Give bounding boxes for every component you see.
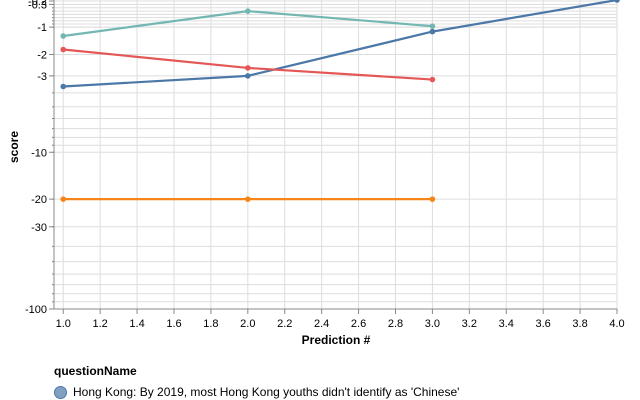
x-tick-label: 2.4 — [314, 318, 329, 330]
x-tick-label: 1.0 — [56, 318, 71, 330]
grid-lines — [54, 0, 618, 310]
legend-swatch-circle-icon — [54, 385, 67, 399]
x-tick-label: 3.6 — [536, 318, 551, 330]
data-point — [429, 28, 436, 35]
data-point — [614, 0, 620, 3]
data-point — [245, 196, 251, 202]
data-point — [245, 8, 251, 14]
y-tick-label: -2 — [37, 49, 47, 61]
y-tick-label: -3 — [37, 71, 47, 83]
series-line-0 — [63, 0, 618, 88]
y-axis-title: score — [7, 131, 21, 163]
x-tick-label: 2.0 — [240, 318, 255, 330]
y-tick-label: -100 — [25, 304, 47, 316]
axes: 1.0 1.2 1.4 1.6 1.8 2.0 2.2 2.4 2.6 2.8 3.0 3.2 3.4 3… — [25, 0, 625, 330]
x-tick-label: 2.2 — [277, 318, 292, 330]
data-point — [245, 73, 251, 79]
x-tick-label: 3.0 — [425, 318, 440, 330]
x-tick-label: 1.8 — [203, 318, 218, 330]
legend-item[interactable]: Hong Kong: By 2019, most Hong Kong youth… — [54, 385, 459, 399]
x-axis-title: Prediction # — [302, 333, 371, 347]
x-tick-label: 3.8 — [572, 318, 587, 330]
y-tick-label: -10 — [31, 147, 47, 159]
y-tick-label: -1 — [37, 22, 47, 34]
data-point — [429, 76, 436, 83]
legend-item-label: Hong Kong: By 2019, most Hong Kong youth… — [73, 385, 460, 399]
y-tick-label: -0.3 — [28, 0, 47, 11]
x-tick-label: 1.2 — [92, 318, 107, 330]
x-tick-label: 2.8 — [388, 318, 403, 330]
x-tick-label: 4.0 — [609, 318, 624, 330]
legend-title: questionName — [54, 364, 137, 378]
x-tick-label: 2.6 — [351, 318, 366, 330]
x-tick-label: 1.4 — [129, 318, 144, 330]
series-layer — [60, 0, 620, 202]
data-point — [245, 65, 251, 71]
x-tick-label: 3.4 — [499, 318, 514, 330]
y-tick-label: -20 — [31, 194, 47, 206]
legend: questionName Hong Kong: By 2019, most Ho… — [54, 364, 459, 399]
data-point — [60, 196, 67, 202]
x-tick-label: 1.6 — [166, 318, 181, 330]
y-tick-label: -0.2 — [28, 0, 47, 8]
data-point — [60, 83, 67, 90]
data-point — [429, 23, 436, 29]
y-tick-label: -30 — [31, 222, 47, 234]
data-point — [60, 46, 67, 53]
x-tick-label: 3.2 — [462, 318, 477, 330]
data-point — [429, 196, 436, 202]
data-point — [60, 33, 67, 39]
